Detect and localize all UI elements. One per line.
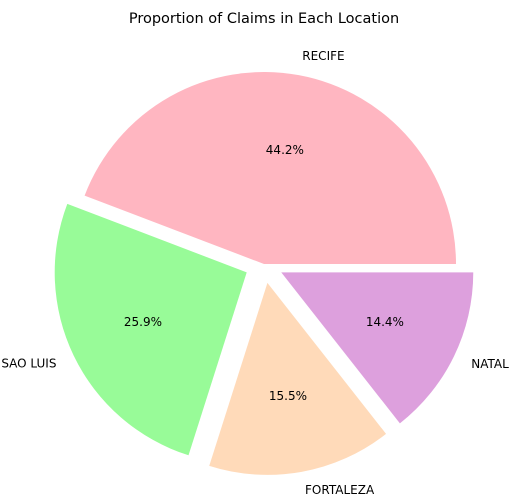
chart-title: Proportion of Claims in Each Location — [129, 11, 399, 27]
slice-label-recife: RECIFE — [302, 49, 344, 63]
pie-slice-fortaleza — [209, 282, 387, 475]
pie-labels: RECIFE 44.2% SAO LUIS 25.9% FORTALEZA 15.5% NA… — [1, 49, 509, 497]
slice-percent-recife: 44.2% — [266, 143, 304, 157]
slice-percent-fortaleza: 15.5% — [269, 389, 307, 403]
slice-label-fortaleza: FORTALEZA — [305, 483, 375, 497]
pie-slice-sao-luis — [54, 203, 247, 456]
pie-slice-natal — [281, 272, 474, 424]
pie-slice-recife — [84, 72, 457, 264]
slice-percent-sao-luis: 25.9% — [124, 315, 162, 329]
pie-slices — [54, 72, 474, 475]
slice-percent-natal: 14.4% — [366, 315, 404, 329]
slice-label-natal: NATAL — [471, 357, 509, 371]
slice-label-sao-luis: SAO LUIS — [1, 357, 56, 371]
